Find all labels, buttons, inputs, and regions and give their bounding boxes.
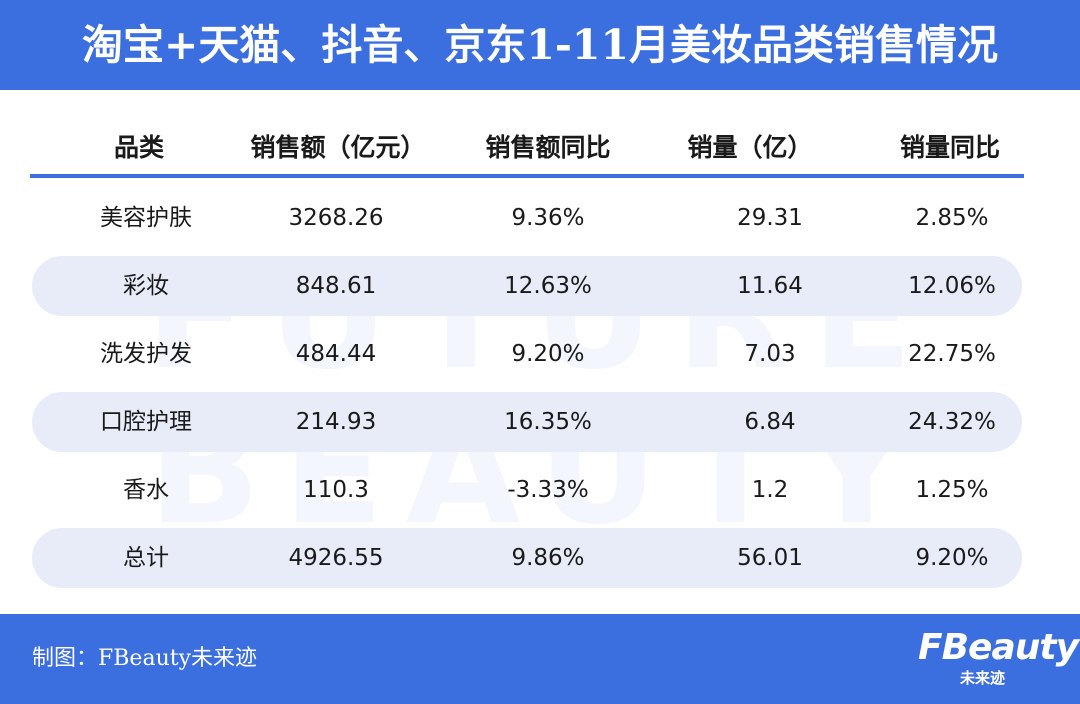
brand-logo: FBeauty 未来迹 (918, 627, 1079, 690)
sales-amount-cell: 4926.55 (288, 545, 384, 571)
column-header-sales-amount: 销售额（亿元） (250, 133, 426, 162)
sales-amount-cell: 484.44 (295, 341, 377, 367)
volume-yoy-cell: 2.85% (915, 205, 989, 231)
table-row: 美容护肤 3268.26 9.36% 29.31 2.85% (32, 188, 1022, 248)
table-row-total: 总计 4926.55 9.86% 56.01 9.20% (32, 528, 1022, 588)
volume-yoy-cell: 22.75% (908, 341, 996, 367)
volume-yoy-cell: 12.06% (908, 273, 996, 299)
category-cell: 彩妆 (123, 273, 169, 299)
sales-table: 品类 销售额（亿元） 销售额同比 销量（亿） 销量同比 美容护肤 3268.26… (0, 90, 1080, 614)
sales-amount-yoy-cell: -3.33% (507, 477, 589, 503)
table-row: 口腔护理 214.93 16.35% 6.84 24.32% (32, 392, 1022, 452)
table-header-row: 品类 销售额（亿元） 销售额同比 销量（亿） 销量同比 (30, 128, 1024, 168)
sales-amount-cell: 214.93 (295, 409, 377, 435)
volume-cell: 7.03 (744, 341, 796, 367)
brand-logo-wordmark: FBeauty (918, 627, 1079, 668)
category-cell: 美容护肤 (100, 205, 192, 231)
category-cell: 香水 (123, 477, 169, 503)
footer-banner: 制图：FBeauty未来迹 FBeauty 未来迹 (0, 614, 1080, 704)
table-row: 香水 110.3 -3.33% 1.2 1.25% (32, 460, 1022, 520)
page-title: 淘宝+天猫、抖音、京东1-11月美妆品类销售情况 (82, 21, 998, 69)
sales-amount-yoy-cell: 9.86% (511, 545, 585, 571)
volume-cell: 56.01 (737, 545, 803, 571)
sales-amount-cell: 110.3 (303, 477, 369, 503)
table-row: 彩妆 848.61 12.63% 11.64 12.06% (32, 256, 1022, 316)
column-header-volume: 销量（亿） (687, 133, 813, 162)
volume-yoy-cell: 9.20% (915, 545, 989, 571)
column-header-category: 品类 (113, 133, 164, 162)
header-divider (30, 174, 1024, 178)
title-banner: 淘宝+天猫、抖音、京东1-11月美妆品类销售情况 (0, 0, 1080, 90)
sales-amount-yoy-cell: 9.20% (511, 341, 585, 367)
sales-amount-yoy-cell: 12.63% (504, 273, 592, 299)
chart-credit: 制图：FBeauty未来迹 (32, 646, 258, 671)
volume-yoy-cell: 24.32% (908, 409, 996, 435)
sales-amount-cell: 3268.26 (288, 205, 384, 231)
volume-cell: 11.64 (737, 273, 803, 299)
category-cell: 洗发护发 (100, 341, 192, 367)
sales-amount-cell: 848.61 (295, 273, 377, 299)
sales-amount-yoy-cell: 9.36% (511, 205, 585, 231)
column-header-volume-yoy: 销量同比 (899, 133, 1000, 162)
table-row: 洗发护发 484.44 9.20% 7.03 22.75% (32, 324, 1022, 384)
volume-cell: 6.84 (744, 409, 796, 435)
volume-cell: 29.31 (737, 205, 803, 231)
category-cell: 总计 (123, 545, 169, 571)
volume-yoy-cell: 1.25% (915, 477, 989, 503)
volume-cell: 1.2 (751, 477, 789, 503)
category-cell: 口腔护理 (100, 409, 192, 435)
column-header-sales-amount-yoy: 销售额同比 (485, 133, 611, 162)
brand-logo-subtitle: 未来迹 (960, 669, 1006, 687)
sales-amount-yoy-cell: 16.35% (504, 409, 592, 435)
